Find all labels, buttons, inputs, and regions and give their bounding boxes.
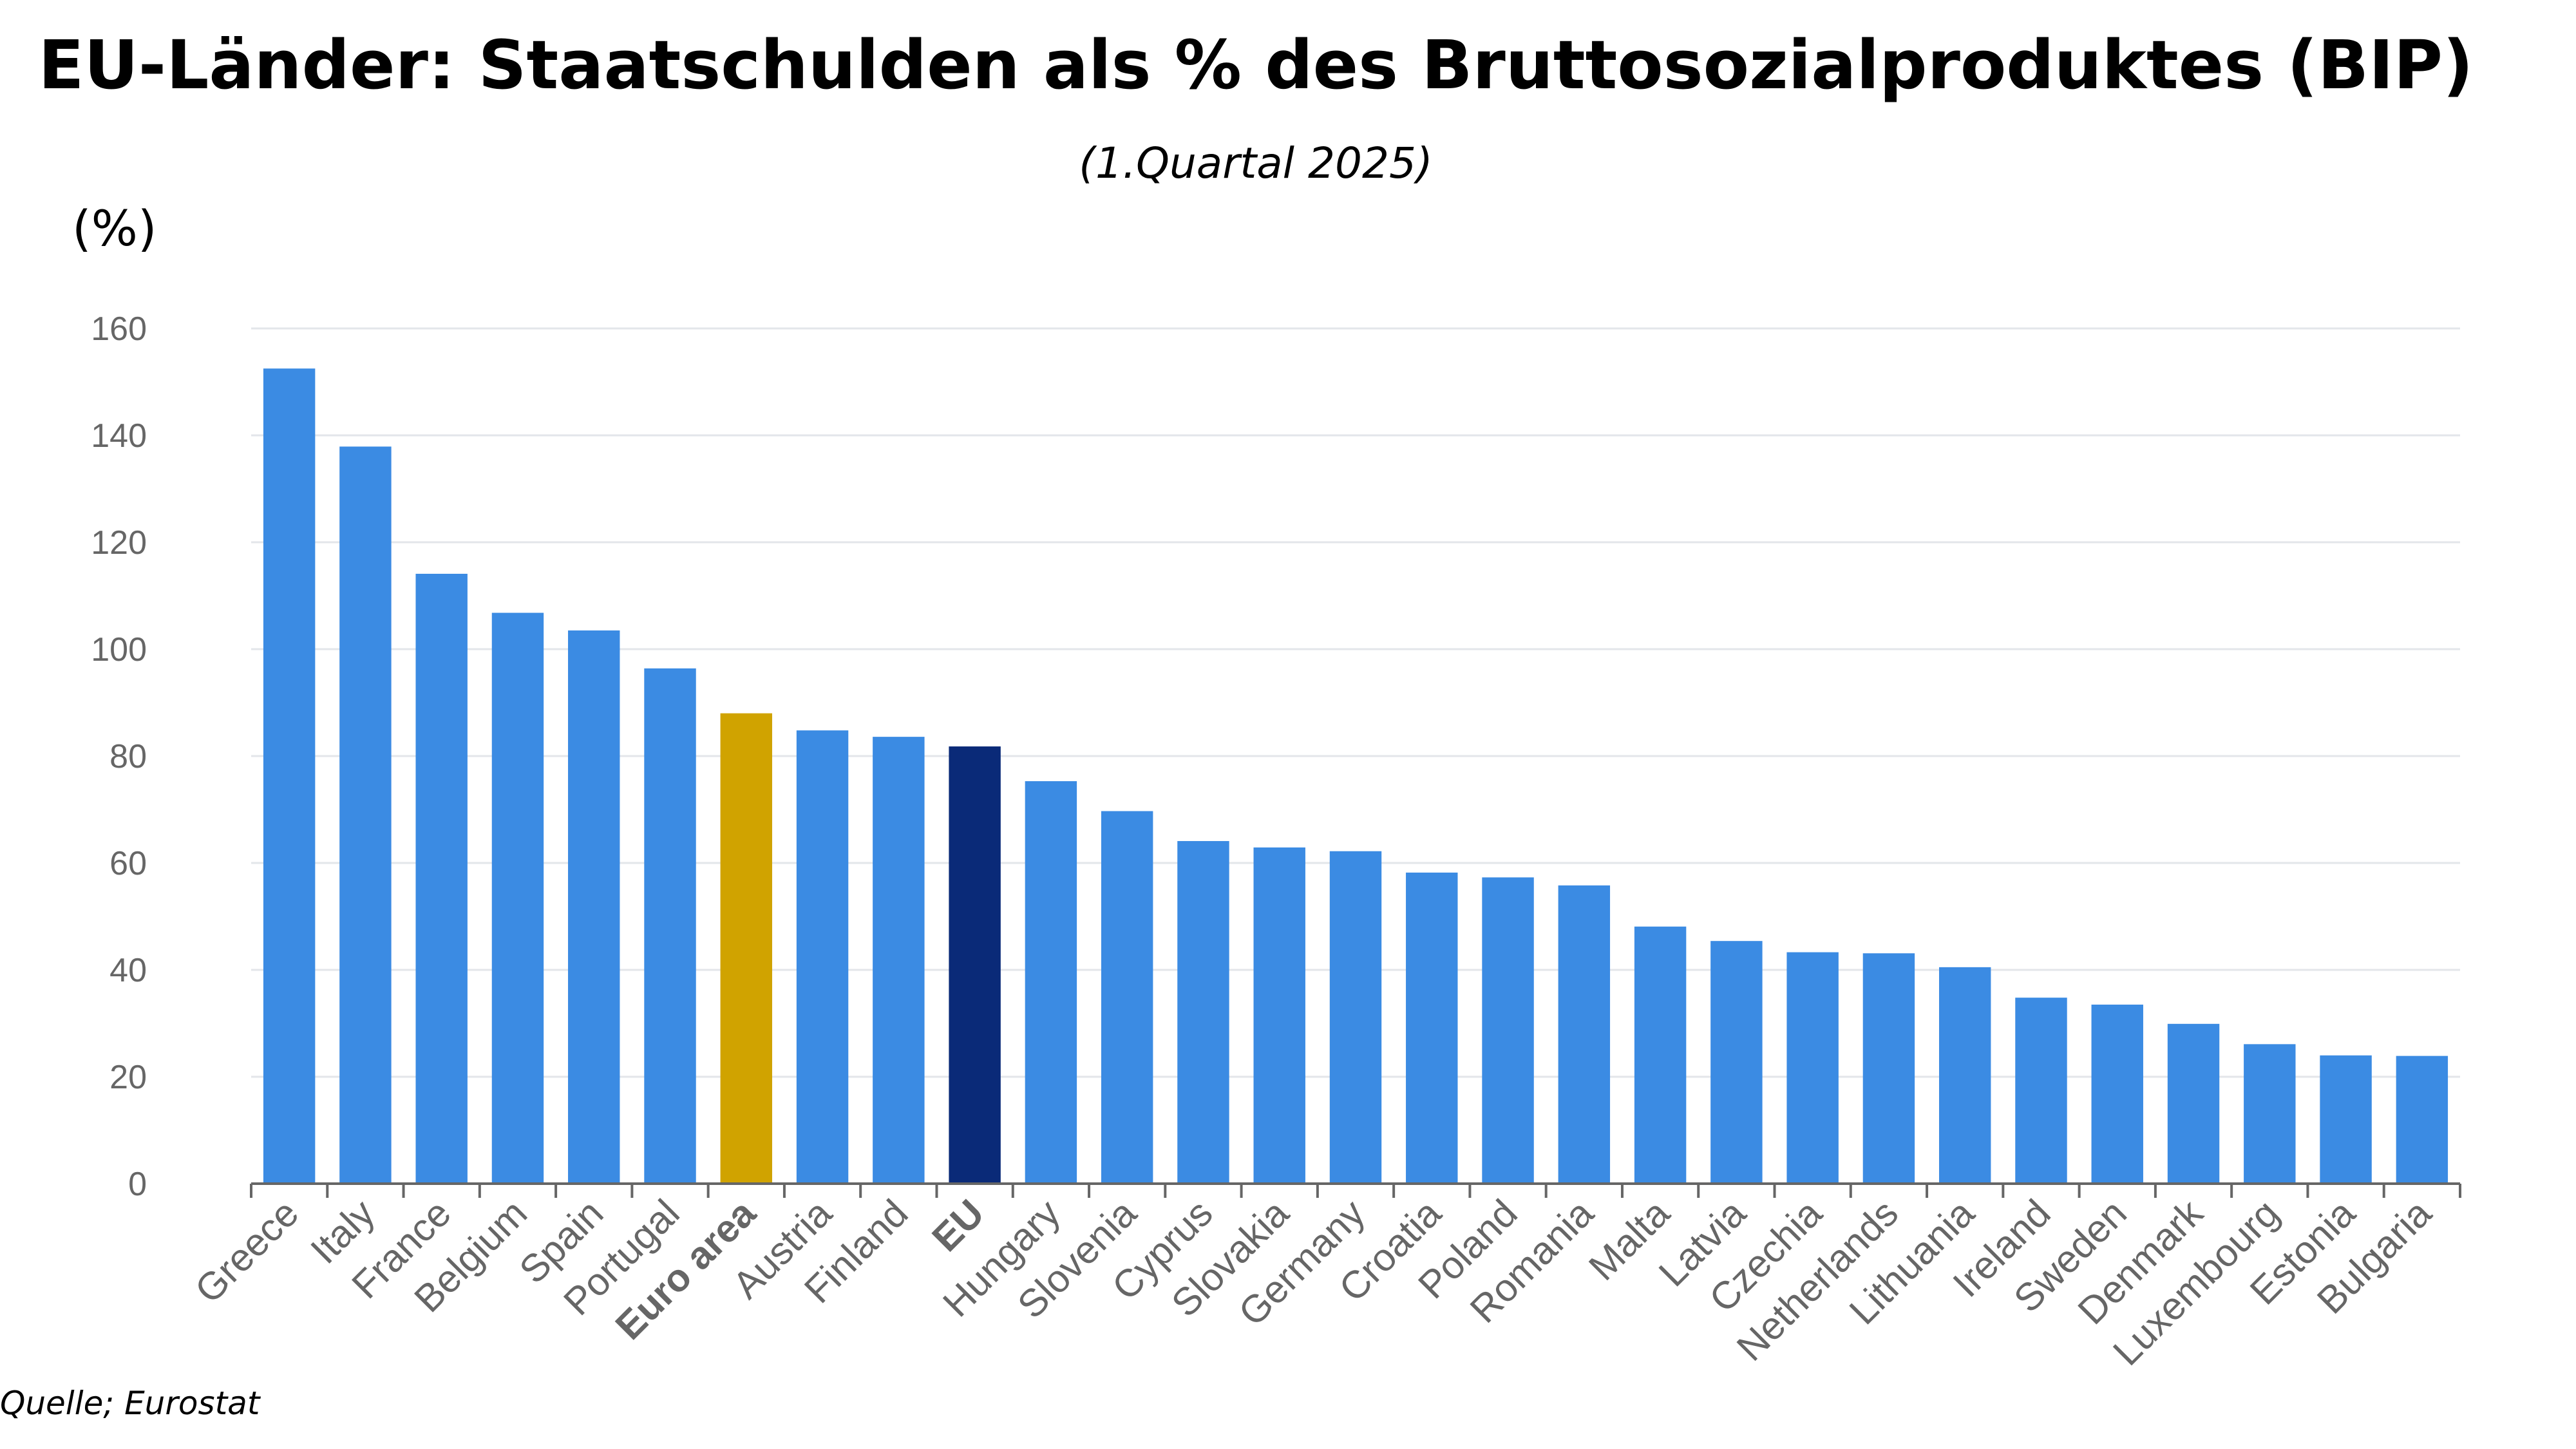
x-axis-labels: GreeceItalyFranceBelgiumSpainPortugalEur… [187,1191,2440,1374]
bar-euro-area [720,713,773,1184]
bar-portugal [644,668,696,1184]
bars [263,368,2448,1184]
bar-italy [339,446,392,1184]
y-tick-label: 160 [91,310,147,348]
bar-slovenia [1101,811,1153,1184]
bar-belgium [491,612,544,1184]
y-tick-label: 0 [128,1166,147,1203]
bar-finland [873,737,925,1184]
bar-france [415,573,468,1184]
chart-title: EU-Länder: Staatschulden als % des Brutt… [38,26,2474,104]
x-axis [250,1182,2461,1198]
y-tick-label: 60 [109,845,147,882]
bar-eu [949,746,1001,1184]
bar-croatia [1406,872,1458,1184]
y-axis-ticks: 0 20 40 60 80 100 120 140 160 [91,310,147,1203]
bar-hungary [1025,781,1077,1184]
bar-luxembourg [2244,1044,2296,1184]
y-tick-label: 140 [91,417,147,455]
bar-ireland [2015,998,2067,1184]
y-tick-label: 80 [109,738,147,775]
y-tick-label: 120 [91,524,147,562]
y-tick-label: 20 [109,1059,147,1096]
bar-greece [263,368,316,1184]
bar-netherlands [1862,953,1915,1184]
bar-poland [1482,877,1534,1184]
y-tick-label: 40 [109,952,147,989]
bar-romania [1558,885,1611,1184]
bar-cyprus [1177,840,1229,1184]
bar-czechia [1786,952,1839,1184]
bar-bulgaria [2396,1056,2448,1184]
y-axis-unit-label: (%) [72,200,157,257]
bar-slovakia [1253,847,1305,1184]
source-note: Quelle; Eurostat [0,1385,260,1422]
y-tick-label: 100 [91,631,147,668]
bar-estonia [2320,1055,2372,1184]
bar-austria [796,730,849,1184]
bar-sweden [2091,1004,2143,1184]
bar-denmark [2167,1023,2220,1184]
chart-subtitle: (1.Quartal 2025) [1079,138,1433,188]
bar-latvia [1710,941,1763,1184]
bar-spain [568,630,620,1184]
bar-germany [1329,851,1382,1184]
x-tick-label: Greece [187,1191,307,1312]
bar-malta [1634,926,1687,1184]
bar-lithuania [1938,967,1991,1184]
